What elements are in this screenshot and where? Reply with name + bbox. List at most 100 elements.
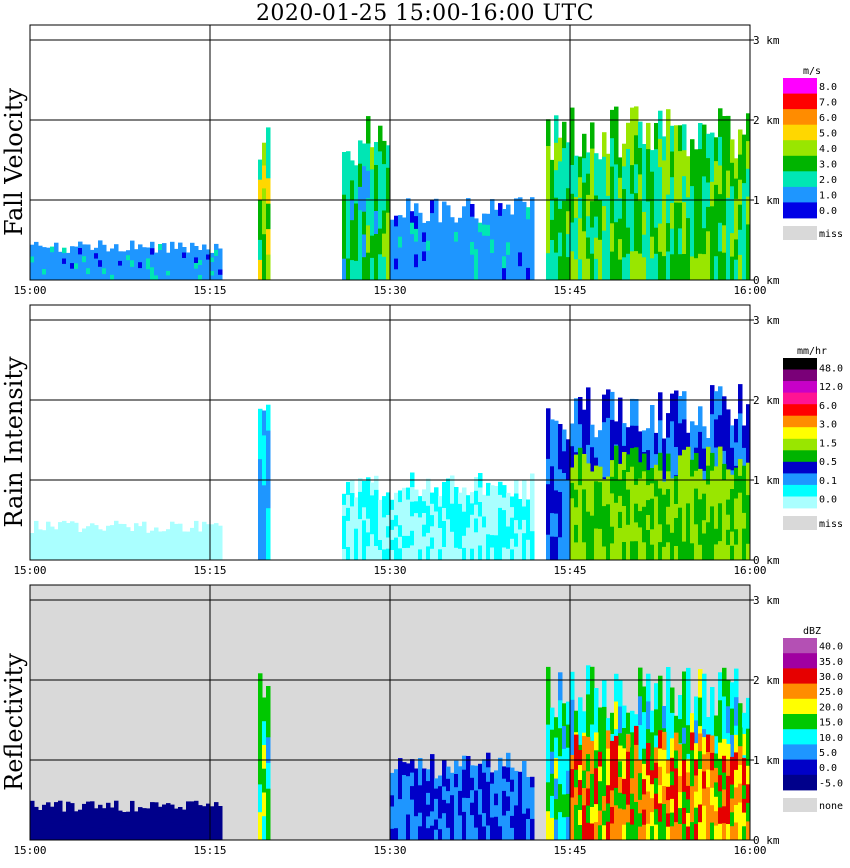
echo-cell	[598, 751, 603, 767]
echo-cell	[630, 466, 635, 486]
echo-cell	[586, 694, 591, 724]
echo-cell	[114, 268, 119, 275]
echo-cell	[638, 696, 643, 726]
echo-cell	[630, 778, 635, 795]
echo-cell	[462, 811, 467, 827]
echo-cell	[722, 528, 727, 545]
echo-cell	[742, 798, 747, 814]
echo-cell	[662, 786, 667, 805]
echo-cell	[438, 549, 443, 561]
echo-cell	[734, 483, 739, 499]
echo-cell	[218, 248, 223, 255]
echo-cell	[578, 218, 583, 240]
echo-cell	[662, 546, 667, 561]
echo-cell	[178, 829, 183, 835]
echo-cell	[114, 244, 119, 251]
echo-cell	[78, 248, 83, 255]
echo-cell	[258, 812, 263, 841]
echo-cell	[486, 235, 491, 248]
echo-cell	[194, 274, 199, 281]
echo-cell	[118, 529, 123, 537]
echo-feature	[258, 127, 271, 281]
echo-cell	[62, 816, 67, 822]
echo-cell	[718, 465, 723, 485]
echo-cell	[490, 522, 495, 536]
echo-cell	[570, 699, 575, 729]
echo-cell	[738, 129, 743, 156]
echo-cell	[446, 505, 451, 520]
echo-cell	[526, 509, 531, 521]
echo-cell	[458, 248, 463, 260]
echo-cell	[210, 530, 215, 537]
echo-cell	[686, 758, 691, 773]
echo-cell	[658, 110, 663, 140]
echo-cell	[482, 268, 487, 281]
echo-cell	[98, 544, 103, 551]
echo-cell	[166, 833, 171, 841]
echo-cell	[166, 554, 171, 561]
echo-cell	[258, 534, 263, 561]
echo-cell	[554, 443, 559, 468]
echo-cell	[362, 166, 367, 190]
colorbar-swatch	[783, 638, 817, 654]
echo-cell	[558, 784, 563, 813]
echo-cell	[110, 530, 115, 538]
echo-cell	[138, 268, 143, 275]
echo-cell	[118, 820, 123, 826]
echo-cell	[570, 671, 575, 701]
echo-cell	[154, 543, 159, 550]
echo-cell	[662, 804, 667, 823]
echo-cell	[506, 548, 511, 561]
echo-cell	[38, 251, 43, 258]
echo-cell	[622, 524, 627, 543]
echo-cell	[342, 194, 347, 217]
echo-cell	[398, 536, 403, 549]
colorbar-swatch	[783, 78, 817, 94]
echo-cell	[730, 812, 735, 827]
echo-cell	[494, 256, 499, 269]
echo-cell	[618, 792, 623, 809]
echo-cell	[702, 202, 707, 229]
y-tick-label: 2 km	[753, 674, 780, 687]
echo-cell	[418, 496, 423, 508]
echo-cell	[530, 818, 535, 830]
echo-cell	[406, 225, 411, 240]
echo-cell	[402, 523, 407, 537]
echo-cell	[586, 805, 591, 824]
echo-cell	[554, 778, 559, 800]
echo-cell	[714, 256, 719, 281]
echo-cell	[458, 269, 463, 281]
echo-cell	[566, 519, 571, 541]
echo-cell	[718, 522, 723, 542]
echo-cell	[46, 827, 51, 835]
echo-cell	[570, 482, 575, 499]
echo-cell	[134, 553, 139, 561]
echo-cell	[642, 234, 647, 258]
echo-cell	[478, 827, 483, 841]
echo-cell	[70, 815, 75, 823]
echo-cell	[610, 712, 615, 735]
echo-cell	[106, 260, 111, 267]
echo-cell	[50, 274, 55, 281]
echo-cell	[658, 452, 663, 472]
echo-cell	[70, 521, 75, 529]
echo-cell	[550, 795, 555, 819]
echo-cell	[686, 667, 691, 698]
echo-cell	[582, 231, 587, 257]
echo-cell	[662, 136, 667, 161]
echo-cell	[138, 537, 143, 544]
echo-cell	[482, 813, 487, 828]
echo-cell	[146, 263, 151, 270]
echo-cell	[646, 227, 651, 255]
echo-cell	[458, 537, 463, 550]
echo-cell	[730, 447, 735, 471]
echo-cell	[102, 274, 107, 281]
x-tick-label: 15:30	[373, 284, 406, 297]
echo-cell	[102, 262, 107, 269]
echo-cell	[166, 261, 171, 267]
echo-cell	[462, 230, 467, 244]
echo-cell	[618, 528, 623, 545]
echo-cell	[414, 254, 419, 268]
echo-cell	[574, 489, 579, 508]
echo-cell	[86, 268, 91, 275]
